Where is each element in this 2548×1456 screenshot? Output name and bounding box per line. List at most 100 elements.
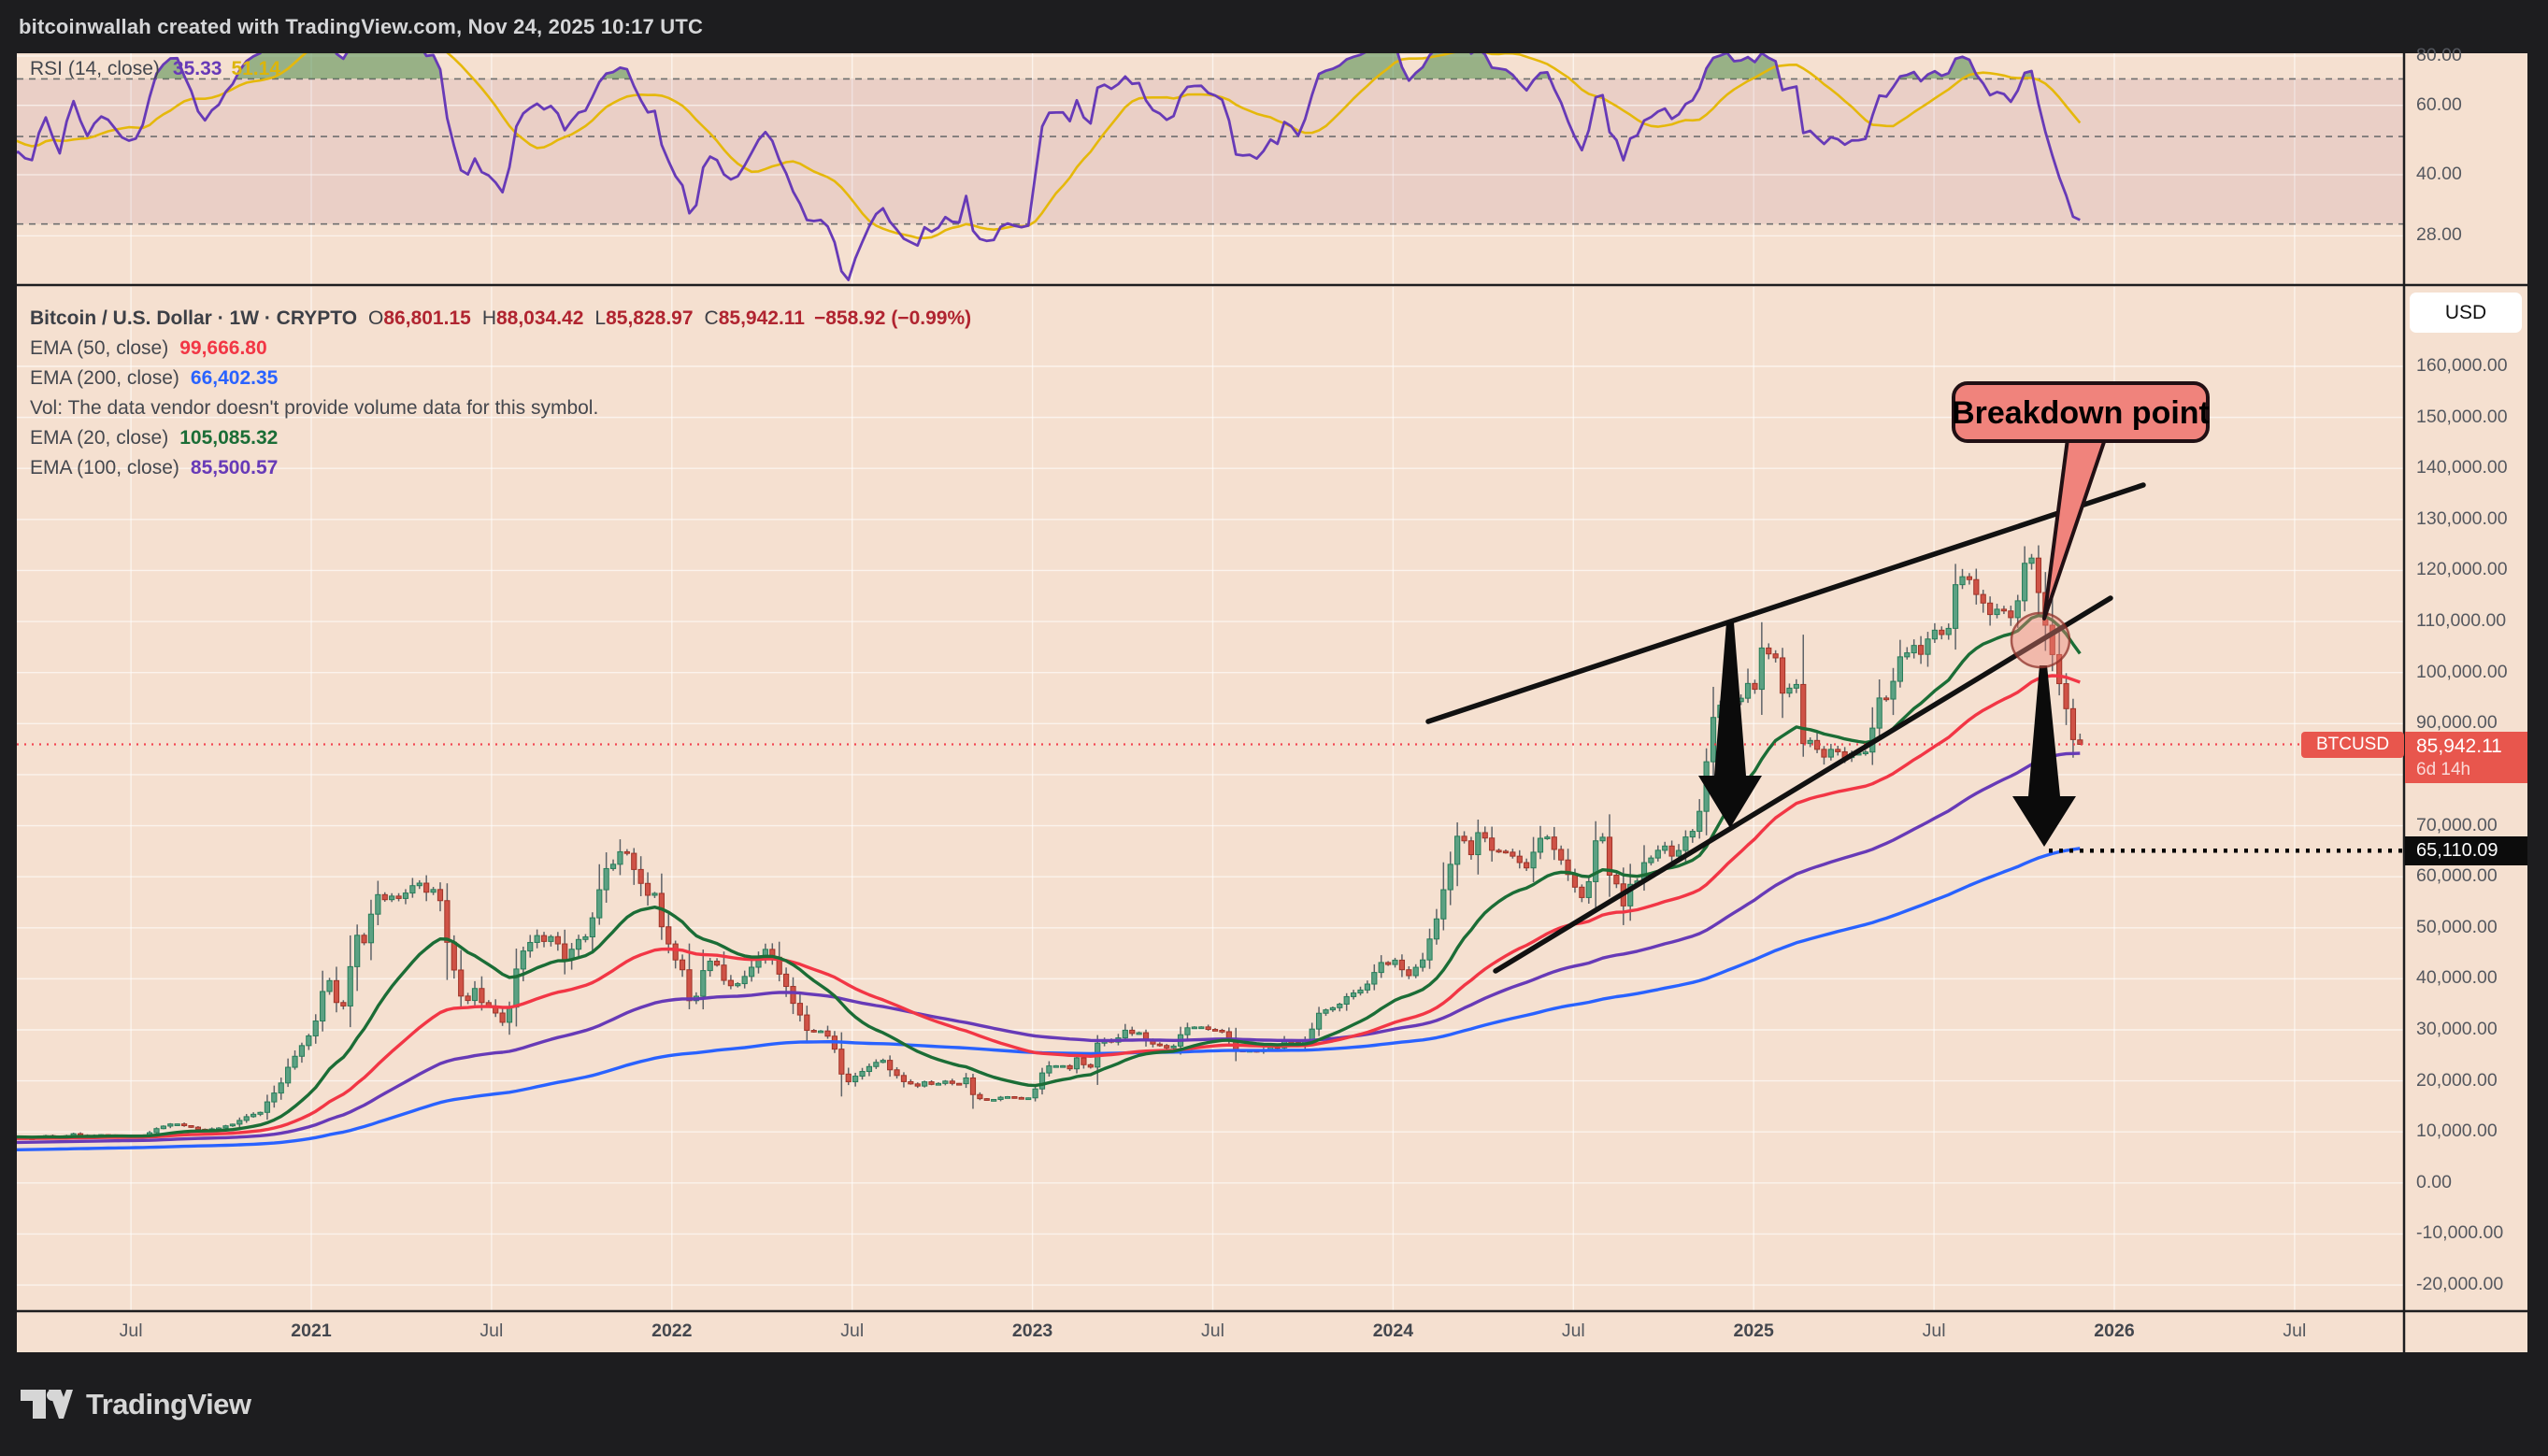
time-axis-label: Jul [480,1320,504,1341]
candle-body [991,1098,997,1102]
legend-indicator-row[interactable]: EMA (100, close) 85,500.57 [30,453,971,483]
candle-body [1447,864,1453,891]
candle-body [1579,886,1585,898]
candle-body [1073,1057,1081,1070]
candle-body [1571,874,1579,888]
indicator-legend-rows: EMA (50, close) 99,666.80 EMA (200, close)… [30,334,971,483]
candle-body [1821,749,1827,758]
candle-body [1599,836,1606,842]
candle-body [1675,849,1682,857]
rsi-axis-label: 60.00 [2416,93,2462,115]
ohlc-key: H [481,307,496,329]
price-axis-label: 10,000.00 [2416,1121,2498,1142]
candle-body [236,1120,243,1125]
price-axis-label: 100,000.00 [2416,661,2508,682]
callout-tail[interactable] [2042,437,2107,621]
candle-body [1467,840,1475,856]
symbol-row[interactable]: Bitcoin / U.S. Dollar · 1W · CRYPTO O86,8… [30,304,971,334]
candle-body [651,892,658,896]
rsi-legend-title: RSI (14, close) [30,58,160,79]
candle-body [1496,849,1502,853]
change-value: −858.92 (−0.99%) [813,307,972,329]
ohlc-value: 88,034.42 [495,307,584,329]
candle-body [922,1081,928,1087]
candle-body [1510,851,1516,857]
candle-body [2063,683,2069,709]
candle-body [1827,749,1834,758]
chart-canvas[interactable] [17,53,2527,1352]
candle-body [451,941,457,971]
candle-body [1987,602,1994,616]
candle-body [1011,1096,1018,1099]
down-arrow-1[interactable] [1698,622,1762,828]
price-axis-label: 140,000.00 [2416,457,2508,478]
candle-body [1793,683,1799,689]
candle-body [2008,610,2014,619]
candle-body [1170,1045,1177,1049]
trendline-upper[interactable] [1425,482,2146,724]
indicator-value: 99,666.80 [179,337,267,359]
candle-body [686,969,693,1002]
candle-body [1046,1065,1052,1074]
legend-indicator-row[interactable]: Vol: The data vendor doesn't provide vol… [30,393,971,423]
candle-body [1482,832,1488,839]
candle-body [285,1066,292,1084]
candle-body [596,889,603,919]
candle-body [2035,557,2042,593]
candle-body [1925,638,1931,655]
candlestick-series [17,545,2083,1152]
candle-body [1406,969,1412,977]
legend-indicator-row[interactable]: EMA (20, close) 105,085.32 [30,423,971,453]
bar-countdown: 6d 14h [2416,760,2471,779]
candle-body [1994,608,2000,616]
candle-body [1744,682,1752,699]
candle-body [548,935,554,942]
price-axis-label: 40,000.00 [2416,967,2498,989]
candle-body [1323,1009,1329,1014]
candle-body [783,973,790,988]
candle-body [880,1060,886,1063]
candle-body [1524,862,1530,869]
legend-indicator-row[interactable]: EMA (200, close) 66,402.35 [30,364,971,393]
candle-body [617,850,623,865]
candle-body [983,1098,990,1101]
breakdown-highlight-circle[interactable] [2010,611,2071,669]
candle-body [928,1081,935,1085]
candle-body [672,943,679,961]
price-level-lines [17,743,2404,853]
indicator-label: Vol: The data vendor doesn't provide vol… [30,397,599,419]
candle-body [1648,857,1654,864]
right-frame-strip [2527,53,2548,1352]
time-axis-label: 2022 [651,1320,693,1341]
candle-body [298,1045,306,1057]
candle-body [2069,707,2077,740]
candle-body [1800,683,1807,745]
ohlc-value: 85,942.11 [718,307,805,329]
candle-body [582,936,589,940]
candle-body [471,988,479,1002]
tradingview-logo[interactable]: TradingView [21,1388,251,1421]
candle-body [1385,962,1392,965]
ema-200-line [17,847,2081,1152]
currency-toggle-button[interactable]: USD [2410,293,2522,333]
price-axis-label: 150,000.00 [2416,406,2508,427]
ohlc-values: O86,801.15 H88,034.42 L85,828.97 C85,942.11 [357,307,805,329]
rsi-line [17,53,2081,281]
trendline-lower[interactable] [1493,595,2113,974]
indicator-value: 85,500.57 [190,457,279,478]
candle-body [340,1002,347,1006]
callout-box[interactable] [1952,381,2210,443]
indicator-label: EMA (50, close) [30,337,169,359]
candle-body [167,1123,174,1127]
candle-body [1420,959,1426,968]
indicator-label: EMA (200, close) [30,367,179,389]
rsi-legend[interactable]: RSI (14, close) 35.33 51.14 [30,58,280,80]
candle-body [1454,835,1461,865]
candle-body [1087,1063,1094,1068]
candle-body [1475,832,1482,856]
candle-body [1198,1026,1205,1030]
legend-indicator-row[interactable]: EMA (50, close) 99,666.80 [30,334,971,364]
down-arrow-2[interactable] [2012,665,2076,847]
